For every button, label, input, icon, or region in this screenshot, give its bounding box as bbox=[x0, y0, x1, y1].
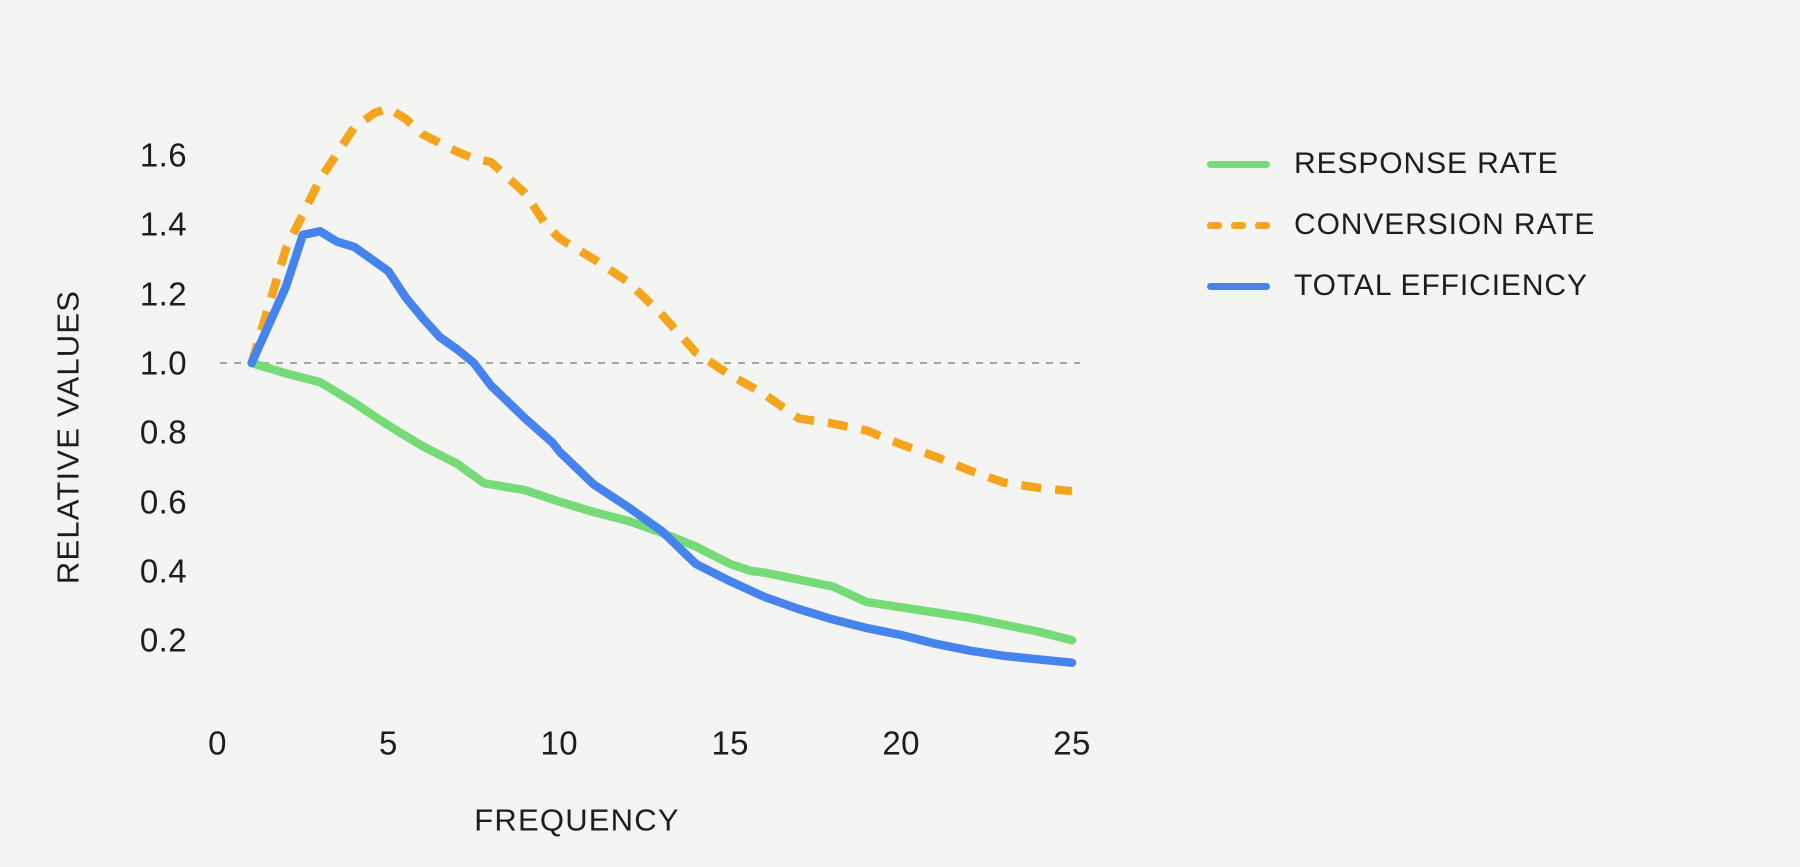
y-tick-0.2: 0.2 bbox=[139, 621, 187, 659]
x-tick-10: 10 bbox=[540, 724, 579, 762]
legend-bar bbox=[1207, 160, 1270, 168]
legend-item-response-rate: RESPONSE RATE bbox=[1207, 147, 1595, 181]
legend-bar bbox=[1207, 282, 1270, 290]
x-tick-5: 5 bbox=[379, 724, 398, 762]
y-tick-1.6: 1.6 bbox=[139, 136, 187, 174]
y-tick-1.0: 1.0 bbox=[139, 344, 187, 382]
x-tick-20: 20 bbox=[882, 724, 920, 762]
legend-item-conversion-rate: CONVERSION RATE bbox=[1207, 208, 1595, 242]
series-line-conversion-rate bbox=[247, 104, 1073, 496]
legend-dash bbox=[1255, 221, 1270, 229]
legend-dash bbox=[1231, 221, 1246, 229]
legend-swatch-solid-blue bbox=[1207, 282, 1270, 290]
y-tick-0.4: 0.4 bbox=[139, 552, 187, 590]
legend-label-response-rate: RESPONSE RATE bbox=[1294, 147, 1559, 180]
legend-swatch-solid-green bbox=[1207, 160, 1270, 168]
y-tick-0.6: 0.6 bbox=[139, 483, 187, 521]
legend-swatch-dashed-orange bbox=[1207, 221, 1270, 229]
x-axis-title: FREQUENCY bbox=[474, 802, 680, 838]
x-tick-0: 0 bbox=[208, 724, 227, 762]
legend-dash bbox=[1207, 221, 1222, 229]
y-tick-0.8: 0.8 bbox=[139, 413, 187, 451]
series-line-response-rate bbox=[247, 358, 1077, 645]
y-tick-1.4: 1.4 bbox=[139, 205, 187, 243]
x-tick-25: 25 bbox=[1053, 724, 1091, 762]
legend: RESPONSE RATE CONVERSION RATE TOTAL EFFI… bbox=[1207, 147, 1595, 303]
y-tick-1.2: 1.2 bbox=[139, 275, 187, 313]
x-tick-15: 15 bbox=[711, 724, 749, 762]
legend-label-conversion-rate: CONVERSION RATE bbox=[1294, 208, 1596, 241]
y-axis-title: RELATIVE VALUES bbox=[50, 289, 86, 585]
legend-label-total-efficiency: TOTAL EFFICIENCY bbox=[1294, 269, 1588, 302]
series-line-total-efficiency bbox=[247, 227, 1077, 667]
legend-item-total-efficiency: TOTAL EFFICIENCY bbox=[1207, 269, 1595, 303]
